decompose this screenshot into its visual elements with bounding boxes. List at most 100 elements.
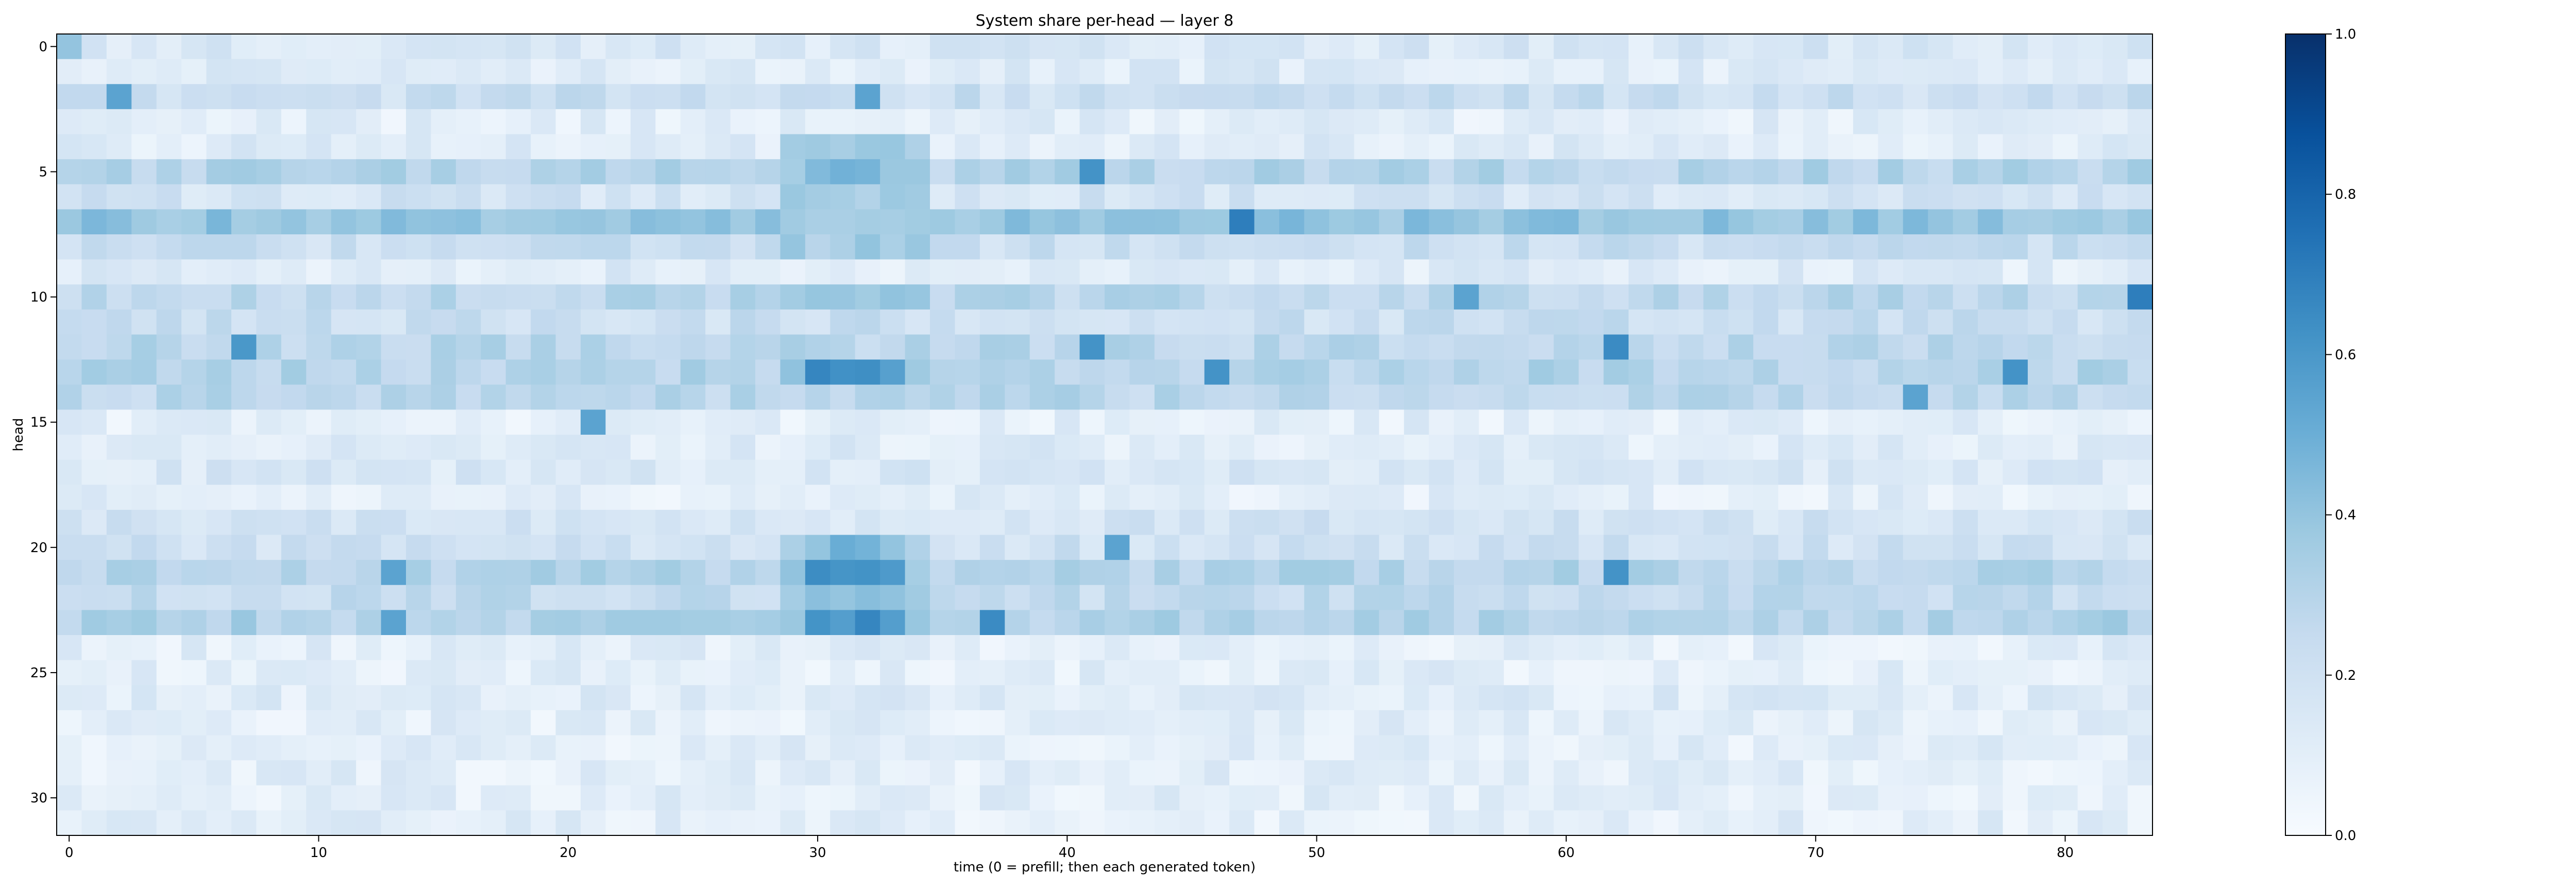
heatmap-cell [755, 334, 781, 360]
heatmap-cell [830, 785, 856, 811]
heatmap-cell [1279, 560, 1305, 586]
heatmap-cell [555, 585, 581, 610]
heatmap-cell [1953, 360, 1978, 385]
heatmap-cell [331, 585, 357, 610]
heatmap-cell [830, 209, 856, 235]
heatmap-cell [1229, 760, 1255, 786]
heatmap-cell [1529, 109, 1554, 135]
heatmap-cell [880, 810, 906, 836]
heatmap-cell [1853, 509, 1878, 536]
heatmap-cell [1079, 159, 1105, 185]
heatmap-cell [431, 459, 456, 485]
heatmap-cell [655, 435, 681, 460]
heatmap-cell [1978, 760, 2004, 786]
heatmap-cell [1928, 810, 1954, 836]
heatmap-cell [1454, 810, 1480, 836]
heatmap-cell [1029, 735, 1055, 761]
heatmap-cell [1629, 760, 1654, 786]
heatmap-cell [1479, 334, 1504, 360]
heatmap-cell [2003, 384, 2028, 410]
heatmap-cell [1055, 259, 1080, 285]
heatmap-cell [406, 485, 432, 510]
heatmap-cell [1728, 309, 1754, 335]
heatmap-cell [306, 184, 332, 210]
heatmap-cell [2103, 334, 2128, 360]
heatmap-cell [1279, 134, 1305, 160]
heatmap-cell [1029, 635, 1055, 661]
heatmap-cell [505, 735, 531, 761]
heatmap-cell [1379, 585, 1404, 610]
heatmap-cell [1503, 184, 1529, 210]
heatmap-cell [979, 685, 1005, 711]
heatmap-cell [2127, 685, 2153, 711]
heatmap-cell [1903, 535, 1928, 560]
heatmap-cell [505, 509, 531, 536]
heatmap-cell [1304, 660, 1330, 686]
heatmap-cell [256, 535, 282, 560]
heatmap-cell [431, 660, 456, 686]
heatmap-cell [306, 384, 332, 410]
heatmap-cell [555, 159, 581, 185]
heatmap-cell [880, 34, 906, 60]
heatmap-cell [1379, 535, 1404, 560]
heatmap-cell [1279, 84, 1305, 110]
heatmap-cell [880, 610, 906, 636]
heatmap-cell [1503, 560, 1529, 586]
heatmap-cell [1753, 284, 1779, 310]
heatmap-cell [1404, 710, 1430, 736]
heatmap-cell [1678, 785, 1704, 811]
heatmap-cell [1903, 710, 1928, 736]
heatmap-cell [630, 810, 656, 836]
heatmap-cell [106, 34, 132, 60]
heatmap-cell [231, 134, 257, 160]
heatmap-cell [1828, 384, 1854, 410]
heatmap-cell [1279, 284, 1305, 310]
heatmap-cell [1379, 334, 1404, 360]
heatmap-cell [156, 685, 182, 711]
heatmap-cell [805, 384, 831, 410]
heatmap-cell [1454, 785, 1480, 811]
heatmap-cell [455, 159, 481, 185]
heatmap-cell [1553, 409, 1579, 435]
heatmap-cell [555, 284, 581, 310]
heatmap-cell [505, 360, 531, 385]
heatmap-cell [705, 635, 731, 661]
heatmap-cell [1728, 685, 1754, 711]
heatmap-cell [855, 760, 880, 786]
heatmap-cell [805, 585, 831, 610]
heatmap-cell [1354, 309, 1380, 335]
heatmap-cell [1629, 159, 1654, 185]
heatmap-cell [1229, 34, 1255, 60]
heatmap-cell [1629, 685, 1654, 711]
heatmap-cell [930, 334, 956, 360]
heatmap-cell [1454, 760, 1480, 786]
heatmap-cell [2003, 635, 2028, 661]
heatmap-cell [1703, 234, 1729, 260]
heatmap-cell [1703, 810, 1729, 836]
heatmap-cell [356, 334, 382, 360]
heatmap-cell [1479, 259, 1504, 285]
heatmap-cell [1803, 109, 1829, 135]
heatmap-cell [57, 509, 82, 536]
heatmap-cell [1878, 384, 1904, 410]
heatmap-cell [1553, 435, 1579, 460]
heatmap-cell [905, 134, 930, 160]
heatmap-cell [1778, 184, 1804, 210]
heatmap-cell [1529, 59, 1554, 84]
heatmap-cell [131, 685, 157, 711]
heatmap-cell [1629, 384, 1654, 410]
heatmap-cell [1404, 109, 1430, 135]
heatmap-cell [1703, 209, 1729, 235]
heatmap-cell [231, 109, 257, 135]
heatmap-cell [2027, 59, 2053, 84]
heatmap-cell [156, 334, 182, 360]
heatmap-cell [2103, 535, 2128, 560]
heatmap-cell [755, 660, 781, 686]
heatmap-cell [231, 710, 257, 736]
heatmap-cell [1803, 660, 1829, 686]
heatmap-cell [306, 34, 332, 60]
heatmap-cell [2053, 735, 2078, 761]
heatmap-cell [406, 34, 432, 60]
heatmap-cell [1429, 560, 1454, 586]
heatmap-cell [1179, 59, 1205, 84]
